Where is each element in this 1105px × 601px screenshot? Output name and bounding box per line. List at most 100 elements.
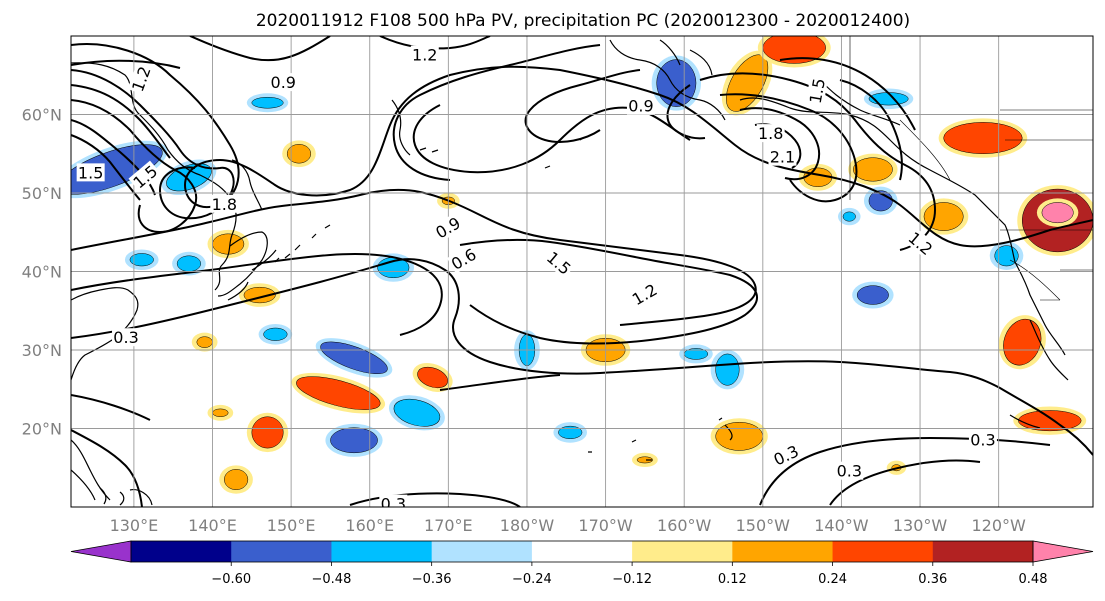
precip-anomaly (196, 336, 213, 348)
precip-anomaly (176, 255, 201, 272)
precip-anomaly-rim (853, 283, 892, 307)
precip-anomaly (852, 157, 893, 182)
colorbar-frame (130, 540, 1034, 563)
longitude-label: 170°E (424, 516, 473, 535)
colorbar-segment (531, 541, 633, 562)
precip-anomaly (636, 456, 654, 464)
colorbar-segment (331, 541, 433, 562)
map-panel: 1.2 0.91.21.5 1.51.80.90.6 1.51.20.91.82.11… (70, 28, 1094, 514)
pv-contour-label-bg (410, 45, 439, 64)
pv-contour-label-group: 0.9 (626, 96, 655, 116)
pv-contour-label-bg (76, 163, 105, 182)
colorbar-tick-label: −0.36 (412, 572, 452, 587)
pv-contour-label-bg (446, 244, 481, 274)
precip-anomaly (263, 327, 288, 341)
precip-anomaly (296, 376, 381, 410)
precip-anomaly (715, 421, 764, 451)
pv-contour-label: 2.1 (770, 148, 795, 167)
gridlines (71, 36, 1093, 507)
pv-contour-label-group: 1.2 (410, 45, 439, 65)
pv-contour-label-bg (431, 212, 465, 243)
pv-contour-label-group: 1.8 (210, 194, 239, 214)
precipitation-anomaly-layer (71, 28, 1093, 494)
pv-contour-label-bg (542, 246, 576, 279)
pv-contour-label-bg (128, 160, 162, 193)
pv-contour-label-group: 0.3 (379, 494, 408, 514)
precip-anomaly (251, 416, 284, 449)
precip-anomaly (129, 253, 154, 267)
longitude-label: 150°W (736, 516, 791, 535)
coastlines (71, 39, 1069, 506)
longitude-label: 150°E (267, 516, 316, 535)
latitude-label: 50°N (22, 184, 62, 203)
pv-contour-label: 1.2 (412, 46, 437, 65)
pv-contour-label-group: 0.3 (968, 430, 997, 449)
precip-anomaly-rim (1038, 200, 1077, 226)
colorbar-tick-label: −0.24 (512, 572, 552, 587)
pv-contour-label-bg (127, 62, 155, 96)
precip-anomaly (923, 202, 964, 231)
pv-contour-label: 1.8 (212, 195, 237, 214)
colorbar-tick-label: −0.48 (312, 572, 352, 587)
map-frame (70, 35, 1094, 508)
pv-contour-label: 0.3 (970, 430, 995, 449)
longitude-label: 130°W (893, 516, 948, 535)
colorbar: −0.60 −0.48 −0.36 −0.24 −0.12 0.12 0.24 0.36 0.4… (70, 540, 1094, 587)
pv-contour-label-bg (756, 124, 785, 143)
pv-contour-label-bg (210, 194, 239, 213)
longitude-label: 160°W (657, 516, 712, 535)
latitude-label: 20°N (22, 420, 62, 439)
precip-anomaly (330, 427, 378, 454)
colorbar-tick-label: 0.24 (818, 572, 847, 587)
pv-contour-label-group: 1.5 (805, 75, 829, 107)
precip-anomaly-rim (652, 54, 701, 113)
colorbar-tick-label: 0.12 (718, 572, 747, 587)
longitude-label: 130°E (110, 516, 159, 535)
pv-contour-label-group: 0.3 (835, 461, 864, 481)
precip-anomaly (286, 144, 312, 164)
precip-anomaly-rim (325, 425, 384, 456)
precip-anomaly (842, 211, 856, 222)
precip-anomaly (1041, 202, 1074, 224)
colorbar-segment (632, 541, 733, 562)
longitude-label: 120°W (971, 516, 1026, 535)
colorbar-segment (431, 541, 533, 562)
precip-anomaly (212, 233, 245, 255)
colorbar-tick-label: −0.12 (612, 572, 652, 587)
precip-anomaly (224, 469, 249, 490)
pv-contour-label-bg (904, 227, 938, 260)
latitude-labels: 60°N 50°N 40°N 30°N 20°N (22, 106, 62, 439)
colorbar-segment (732, 541, 834, 562)
precip-anomaly (251, 96, 284, 109)
pv-contour-label: 0.3 (113, 328, 138, 347)
longitude-label: 140°E (188, 516, 237, 535)
pv-contour-label: 0.3 (381, 495, 406, 514)
colorbar-segment (231, 541, 332, 562)
borders (849, 36, 1093, 301)
colorbar-tick-label: 0.36 (918, 572, 947, 587)
pv-contour-label-bg (626, 96, 655, 115)
precip-anomaly (715, 353, 740, 386)
colorbar-segment (131, 541, 232, 562)
latitude-label: 30°N (22, 341, 62, 360)
precip-anomaly (417, 366, 449, 389)
pv-contour-label-group: 2.1 (768, 147, 797, 167)
pv-contour-label-bg (768, 147, 797, 166)
longitude-label: 140°W (814, 516, 869, 535)
precip-anomaly (212, 408, 229, 417)
pv-contour-label-bg (269, 73, 298, 92)
colorbar-extend-low (70, 540, 132, 563)
pv-contour-label-group: 0.3 (112, 328, 141, 347)
latitude-label: 60°N (22, 106, 62, 125)
pv-contour-label-group: 0.9 (269, 73, 298, 92)
pv-contour-label: 1.5 (806, 77, 829, 105)
colorbar-segment (932, 541, 1034, 562)
pv-contour-label: 0.9 (628, 97, 653, 116)
precip-anomaly (393, 398, 441, 427)
precip-anomaly-rim (755, 28, 834, 67)
pv-contour-label-bg (627, 279, 662, 309)
precip-anomaly-rim (1010, 408, 1089, 434)
pv-contour-label: 0.9 (271, 73, 296, 92)
longitude-label: 180°W (500, 516, 555, 535)
